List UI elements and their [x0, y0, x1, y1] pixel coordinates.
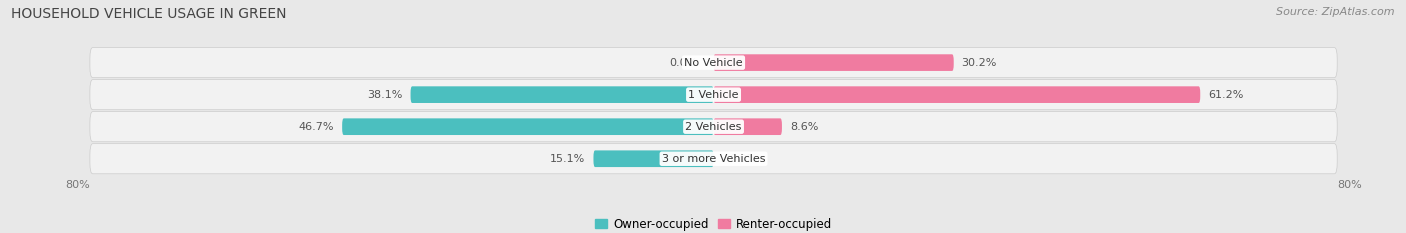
FancyBboxPatch shape	[90, 80, 1337, 110]
Text: 0.0%: 0.0%	[669, 58, 697, 68]
Text: 1 Vehicle: 1 Vehicle	[689, 90, 738, 100]
Text: No Vehicle: No Vehicle	[685, 58, 742, 68]
FancyBboxPatch shape	[714, 54, 953, 71]
FancyBboxPatch shape	[90, 144, 1337, 174]
Text: 15.1%: 15.1%	[550, 154, 585, 164]
FancyBboxPatch shape	[714, 86, 1201, 103]
Text: 46.7%: 46.7%	[298, 122, 335, 132]
Text: 38.1%: 38.1%	[367, 90, 402, 100]
Text: Source: ZipAtlas.com: Source: ZipAtlas.com	[1277, 7, 1395, 17]
FancyBboxPatch shape	[342, 118, 714, 135]
Text: 61.2%: 61.2%	[1208, 90, 1243, 100]
FancyBboxPatch shape	[411, 86, 714, 103]
Text: 0.0%: 0.0%	[730, 154, 758, 164]
Text: 30.2%: 30.2%	[962, 58, 997, 68]
FancyBboxPatch shape	[90, 112, 1337, 142]
Legend: Owner-occupied, Renter-occupied: Owner-occupied, Renter-occupied	[591, 213, 837, 233]
FancyBboxPatch shape	[714, 118, 782, 135]
Text: 8.6%: 8.6%	[790, 122, 818, 132]
FancyBboxPatch shape	[90, 48, 1337, 78]
Text: 3 or more Vehicles: 3 or more Vehicles	[662, 154, 765, 164]
Text: HOUSEHOLD VEHICLE USAGE IN GREEN: HOUSEHOLD VEHICLE USAGE IN GREEN	[11, 7, 287, 21]
Text: 2 Vehicles: 2 Vehicles	[685, 122, 742, 132]
FancyBboxPatch shape	[593, 151, 714, 167]
